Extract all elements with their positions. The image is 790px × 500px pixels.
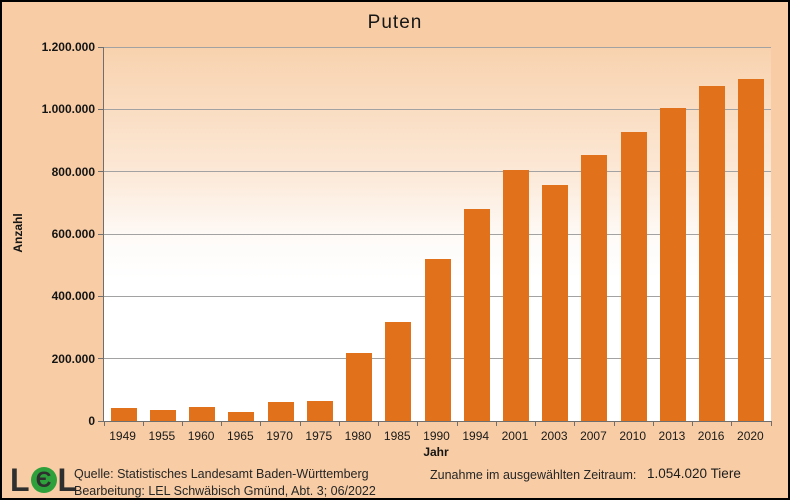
bar-1994 — [463, 209, 490, 421]
y-tick-mark — [98, 420, 104, 422]
summary-label: Zunahme im ausgewählten Zeitraum: — [430, 468, 637, 482]
source-block: Quelle: Statistisches Landesamt Baden-Wü… — [74, 466, 376, 498]
bar-1960 — [189, 406, 216, 421]
bar-2003 — [542, 184, 569, 421]
logo-letter-left: L — [10, 462, 30, 498]
bar-2010 — [620, 131, 647, 421]
summary-value: 1.054.020 Tiere — [647, 466, 741, 481]
bar-1980 — [346, 353, 373, 421]
logo-circle-icon: Є — [30, 467, 57, 493]
x-tick-mark — [613, 421, 615, 426]
x-tick-mark — [260, 421, 262, 426]
bar-1975 — [306, 400, 333, 421]
y-tick-label: 200.000 — [51, 351, 95, 366]
chart-title: Puten — [367, 12, 423, 33]
x-tick-label-1994: 1994 — [462, 429, 490, 443]
logo-letter-middle: Є — [35, 467, 52, 492]
y-tick-label: 600.000 — [51, 227, 95, 241]
x-tick-mark — [731, 421, 733, 426]
bar-2007 — [581, 154, 608, 421]
x-tick-mark — [103, 421, 105, 426]
bar-1949 — [110, 407, 137, 421]
x-tick-mark — [535, 421, 537, 426]
y-tick-label: 0 — [88, 414, 95, 428]
y-tick-label: 1.200.000 — [41, 40, 95, 54]
bar-2013 — [659, 108, 686, 421]
x-tick-label-2001: 2001 — [501, 429, 529, 443]
x-tick-label-1980: 1980 — [344, 429, 372, 443]
source-line: Quelle: Statistisches Landesamt Baden-Wü… — [74, 467, 369, 481]
x-tick-mark — [181, 421, 183, 426]
y-tick-label: 1.000.000 — [41, 102, 95, 117]
x-tick-label-1970: 1970 — [266, 429, 293, 443]
bar-1965 — [228, 411, 255, 421]
x-tick-mark — [221, 421, 223, 426]
y-tick-mark — [98, 108, 104, 110]
x-tick-label-1949: 1949 — [109, 429, 136, 443]
x-tick-mark — [338, 421, 340, 426]
x-tick-mark — [378, 421, 380, 426]
bar-2016 — [699, 85, 726, 421]
y-tick-mark — [98, 358, 104, 360]
gridline-800.000 — [104, 171, 771, 173]
gridline-1.000.000 — [104, 108, 771, 110]
lel-logo: L Є L — [10, 462, 78, 498]
x-tick-label-2007: 2007 — [580, 429, 607, 443]
plot-area — [98, 46, 772, 426]
bar-1990 — [424, 258, 451, 421]
x-tick-label-1960: 1960 — [187, 429, 215, 443]
bar-1970 — [267, 402, 294, 421]
x-tick-mark — [574, 421, 576, 426]
gridline-1.200.000 — [104, 46, 771, 48]
x-axis-title: Jahr — [423, 445, 449, 459]
bar-2020 — [738, 79, 765, 421]
y-tick-label: 400.000 — [51, 289, 95, 304]
x-tick-label-1990: 1990 — [423, 429, 450, 443]
editing-line: Bearbeitung: LEL Schwäbisch Gmünd, Abt. … — [74, 483, 376, 498]
x-tick-label-2003: 2003 — [540, 429, 568, 443]
x-tick-label-1975: 1975 — [305, 429, 333, 443]
x-tick-mark — [652, 421, 654, 426]
x-tick-label-1955: 1955 — [148, 429, 176, 443]
gridline-600.000 — [104, 233, 771, 235]
y-tick-mark — [98, 233, 104, 235]
x-tick-label-2020: 2020 — [737, 429, 764, 443]
x-tick-label-2010: 2010 — [619, 429, 647, 443]
bar-2001 — [502, 169, 529, 421]
y-tick-mark — [98, 46, 104, 48]
y-tick-label: 800.000 — [51, 164, 95, 179]
x-tick-label-2013: 2013 — [658, 429, 686, 443]
x-tick-mark — [456, 421, 458, 426]
x-tick-label-1985: 1985 — [383, 429, 411, 443]
x-tick-mark — [692, 421, 694, 426]
x-tick-label-1965: 1965 — [226, 429, 254, 443]
x-tick-mark — [495, 421, 497, 426]
bar-1985 — [385, 321, 412, 421]
x-tick-mark — [770, 421, 772, 426]
x-axis-tick-labels: 1949 1955 1960 1965 1970 1975 1980 1985 1990 1994… — [103, 429, 770, 445]
x-tick-mark — [142, 421, 144, 426]
y-tick-mark — [98, 171, 104, 173]
x-tick-label-2016: 2016 — [697, 429, 725, 443]
x-tick-mark — [417, 421, 419, 426]
bar-1955 — [149, 409, 176, 421]
logo-letter-right: L — [57, 462, 78, 498]
y-axis-tick-labels: 0 200.000 400.000 600.000 800.000 1.000.000 1.… — [2, 40, 95, 428]
x-tick-mark — [299, 421, 301, 426]
y-tick-mark — [98, 295, 104, 297]
